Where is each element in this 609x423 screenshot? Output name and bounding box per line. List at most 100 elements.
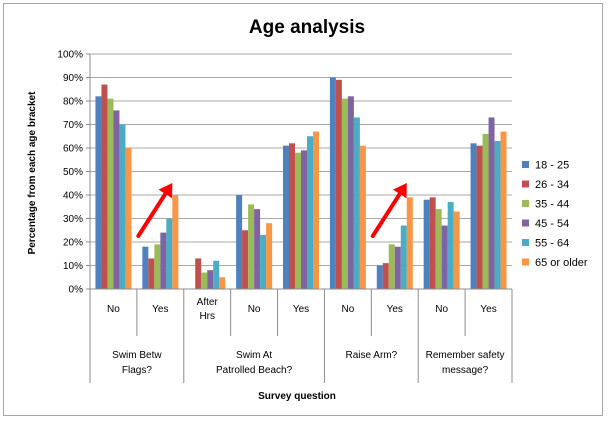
legend-label: 35 - 44 [535, 199, 569, 211]
x-tick-label: Yes [480, 304, 496, 315]
x-group-label: Raise Arm? [345, 350, 397, 361]
bar [341, 98, 348, 290]
x-group-label: Remember safety [426, 350, 505, 361]
legend: 18 - 25 26 - 34 35 - 44 45 - 54 55 - 64 65 or… [522, 160, 588, 269]
x-group-label: Patrolled Beach? [216, 365, 293, 376]
bar [254, 209, 261, 289]
y-tick-label: 40% [63, 191, 83, 202]
legend-swatch [522, 239, 529, 246]
arrow-annotation-head [393, 183, 407, 199]
y-tick-label: 90% [63, 73, 83, 84]
bar [359, 145, 366, 289]
y-tick-label: 0% [69, 285, 84, 296]
x-group-label: message? [442, 365, 489, 376]
bar [382, 263, 389, 289]
arrow-annotation-shaft [370, 191, 402, 238]
bar [207, 270, 214, 289]
arrow-annotation-shaft [136, 191, 168, 238]
bar [283, 145, 289, 289]
legend-swatch [522, 219, 529, 227]
x-axis-label: Survey question [258, 391, 336, 402]
y-tick-label: 50% [63, 167, 83, 178]
legend-swatch [522, 200, 529, 207]
bar [388, 244, 395, 289]
x-tick-label: No [435, 304, 448, 315]
bar [482, 133, 489, 289]
y-axis-label: Percentage from each age bracket [27, 91, 38, 255]
bar [248, 204, 255, 289]
y-tick-label: 70% [63, 120, 83, 131]
bar [441, 225, 448, 289]
bar [500, 131, 507, 289]
y-tick-label: 10% [63, 261, 83, 272]
bar [289, 143, 295, 289]
bar [142, 246, 149, 289]
arrow-annotation-head [158, 183, 173, 199]
annotations [136, 183, 407, 238]
bar [307, 136, 313, 289]
legend-label: 55 - 64 [535, 238, 569, 250]
x-tick-label: No [341, 304, 354, 315]
y-tick-label: 80% [63, 97, 83, 108]
x-group-label: Swim Betw [112, 350, 162, 361]
bar [166, 218, 173, 289]
bar [394, 246, 401, 289]
bar [113, 110, 120, 290]
bar [266, 223, 273, 289]
x-tick-label: After [197, 297, 219, 308]
bar [335, 79, 342, 289]
bar [236, 195, 243, 289]
bar [301, 150, 307, 289]
bar [429, 197, 436, 289]
x-tick-label: Yes [293, 304, 309, 315]
bar [95, 96, 102, 289]
bar [470, 143, 477, 289]
bar [148, 258, 155, 289]
bar [494, 140, 501, 289]
bar [101, 84, 108, 289]
y-tick-label: 30% [63, 214, 83, 225]
x-axis-labels: No Yes After Hrs No Yes No Yes No Yes Swim Betw Fla… [107, 297, 505, 376]
legend-swatch [522, 258, 529, 266]
y-tick-label: 100% [57, 50, 83, 61]
bar [213, 260, 220, 289]
bar [400, 225, 407, 289]
y-tick-label: 60% [63, 144, 83, 155]
bar [119, 124, 126, 289]
bar [313, 131, 319, 289]
bar [476, 145, 483, 289]
bar [488, 117, 495, 289]
bar [242, 230, 249, 289]
x-tick-label: Yes [387, 304, 403, 315]
bar [447, 202, 454, 289]
x-tick-label: Hrs [199, 311, 215, 322]
bar [201, 272, 208, 289]
bar [260, 234, 267, 289]
bar [107, 98, 114, 290]
legend-label: 65 or older [535, 257, 588, 269]
bar [195, 258, 202, 289]
bar [353, 117, 360, 289]
x-group-label: Swim At [236, 350, 272, 361]
bar [125, 148, 132, 289]
bar [406, 197, 413, 289]
x-tick-label: No [248, 304, 261, 315]
y-tick-label: 20% [63, 238, 83, 249]
axes: 0% 10% 20% 30% 40% 50% 60% 70% 80% 90% 100% [57, 50, 513, 383]
bar [160, 232, 167, 289]
bar [423, 199, 430, 289]
x-tick-label: No [107, 304, 120, 315]
bar [347, 96, 354, 289]
bars [95, 77, 507, 290]
bar [219, 277, 226, 289]
chart-title: Age analysis [249, 17, 365, 38]
bar [453, 211, 460, 289]
legend-label: 18 - 25 [535, 160, 569, 172]
bar [154, 244, 161, 289]
legend-label: 45 - 54 [535, 218, 569, 230]
bar [435, 209, 442, 289]
x-group-label: Flags? [122, 365, 152, 376]
bar [329, 77, 336, 289]
x-tick-label: Yes [152, 304, 168, 315]
bar [295, 152, 301, 289]
